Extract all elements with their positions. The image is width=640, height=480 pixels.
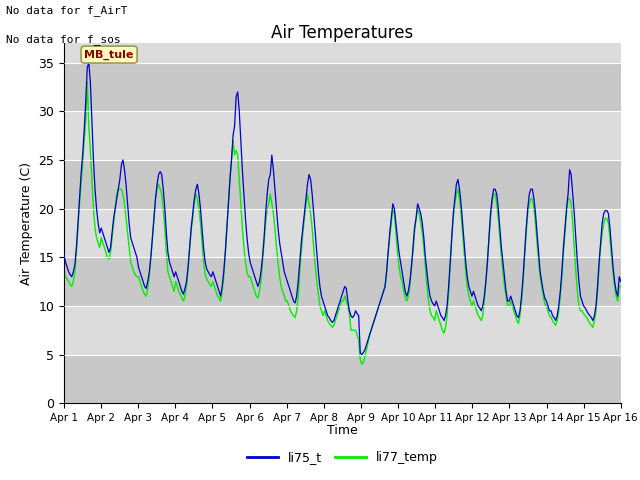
li75_t [228,157,236,163]
li77_temp [305,201,313,206]
Bar [64,160,621,209]
li77_temp [60,269,68,275]
li77_temp [617,284,625,289]
Text: No data for f_sos: No data for f_sos [6,34,121,45]
li75_t [246,259,254,265]
li77_temp [255,288,263,294]
li77_temp [358,361,365,367]
li77_temp [130,269,138,275]
Y-axis label: Air Temperature (C): Air Temperature (C) [20,162,33,285]
Text: MB_tule: MB_tule [84,49,134,60]
li77_temp [228,157,236,163]
Bar [64,355,621,403]
li77_temp [246,274,254,279]
Bar [64,63,621,111]
Bar [64,306,621,355]
li77_temp [589,324,596,330]
li75_t [589,318,596,324]
li75_t [617,279,625,285]
li75_t [60,252,68,258]
X-axis label: Time: Time [327,424,358,437]
li75_t [255,279,263,285]
li75_t [358,352,365,358]
Line: li75_t: li75_t [64,63,621,355]
Text: No data for f_AirT: No data for f_AirT [6,5,128,16]
li77_temp [83,79,91,85]
Title: Air Temperatures: Air Temperatures [271,24,413,42]
Bar [64,209,621,257]
li75_t [305,172,313,178]
Bar [64,111,621,160]
Bar [64,257,621,306]
Legend: li75_t, li77_temp: li75_t, li77_temp [242,446,443,469]
li75_t [85,60,93,66]
li75_t [130,245,138,251]
Line: li77_temp: li77_temp [64,82,621,364]
Bar [64,43,621,63]
